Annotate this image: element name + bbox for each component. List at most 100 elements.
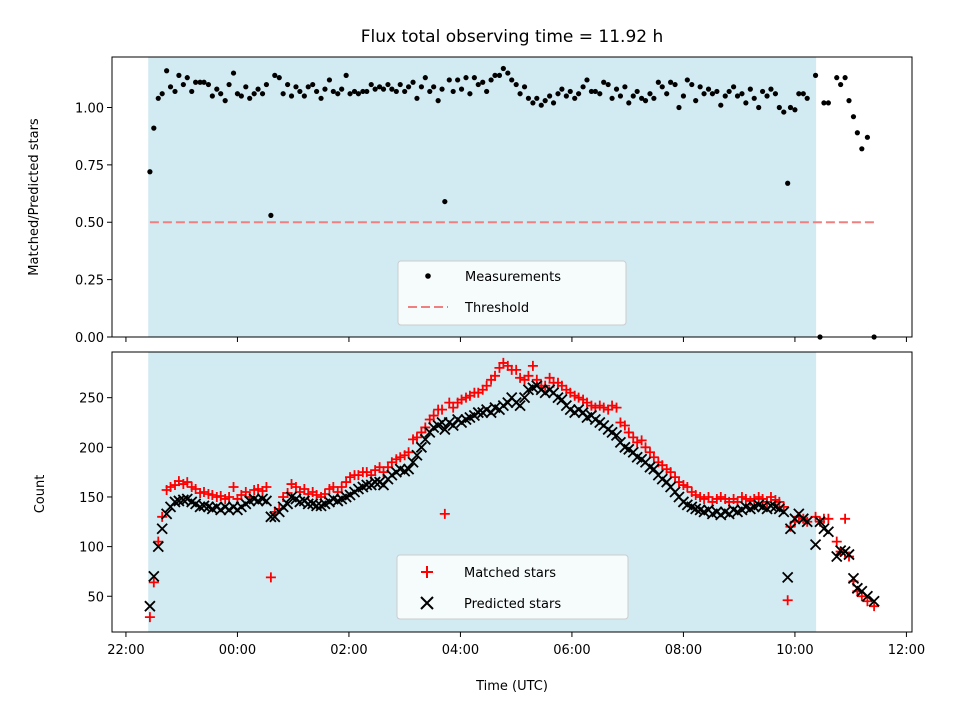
chart-title: Flux total observing time = 11.92 h bbox=[361, 27, 664, 47]
measurement-point bbox=[184, 75, 190, 81]
x-axis-label: Time (UTC) bbox=[475, 679, 548, 694]
measurement-point bbox=[297, 88, 303, 95]
count-axes-frame bbox=[111, 351, 913, 633]
count-y-axis-label: Count bbox=[33, 475, 48, 514]
matched-star-point bbox=[840, 513, 851, 524]
measurement-point bbox=[684, 77, 690, 83]
legend-measurements-marker bbox=[425, 273, 431, 279]
measurement-point bbox=[397, 81, 403, 88]
measurement-point bbox=[467, 91, 473, 97]
matched-star-point bbox=[489, 370, 500, 381]
legend-matched-label: Matched stars bbox=[464, 566, 556, 581]
matched-star-point bbox=[862, 596, 873, 607]
predicted-star-point bbox=[472, 406, 484, 419]
predicted-star-point bbox=[814, 516, 826, 528]
measurement-point bbox=[243, 84, 249, 90]
measurement-point bbox=[364, 88, 370, 95]
predicted-star-point bbox=[169, 496, 181, 508]
measurement-point bbox=[151, 125, 157, 131]
matched-star-point bbox=[682, 482, 693, 493]
count-x-tick-label: 04:00 bbox=[442, 643, 479, 658]
measurement-point bbox=[376, 84, 383, 90]
measurement-point bbox=[272, 72, 278, 78]
predicted-star-point bbox=[260, 495, 273, 507]
measurement-point bbox=[385, 81, 391, 88]
measurement-point bbox=[389, 86, 395, 92]
measurement-point bbox=[812, 72, 819, 78]
measurement-point bbox=[422, 75, 428, 81]
count-x-tick-label: 02:00 bbox=[330, 643, 367, 658]
measurement-point bbox=[410, 79, 416, 85]
measurement-point bbox=[825, 100, 831, 106]
measurement-point bbox=[613, 86, 620, 92]
measurement-point bbox=[550, 100, 557, 106]
matched-star-point bbox=[611, 402, 622, 413]
matched-star-point bbox=[527, 360, 538, 371]
measurement-point bbox=[280, 91, 286, 97]
count-y-tick-label: 200 bbox=[79, 441, 104, 456]
measurement-point bbox=[655, 79, 661, 85]
ratio-y-tick-label: 0.50 bbox=[75, 216, 104, 231]
matched-star-point bbox=[157, 511, 168, 522]
matched-star-point bbox=[328, 482, 339, 493]
matched-star-point bbox=[198, 487, 209, 497]
predicted-star-point bbox=[194, 501, 206, 513]
measurement-point bbox=[222, 98, 228, 104]
measurement-point bbox=[605, 81, 611, 88]
predicted-star-point bbox=[402, 463, 415, 475]
predicted-star-point bbox=[377, 479, 390, 491]
measurement-point bbox=[313, 88, 320, 95]
legend-matched-marker bbox=[421, 566, 433, 578]
matched-star-point bbox=[623, 427, 634, 438]
measurement-point bbox=[347, 91, 353, 97]
measurement-point bbox=[804, 95, 810, 101]
measurement-point bbox=[351, 88, 358, 95]
matched-star-point bbox=[573, 392, 584, 403]
count-legend-box bbox=[396, 554, 629, 620]
measurement-point bbox=[435, 98, 441, 104]
predicted-star-point bbox=[809, 538, 822, 551]
measurement-point bbox=[455, 77, 461, 83]
ratio-legend-box bbox=[397, 260, 627, 326]
predicted-star-point bbox=[177, 494, 189, 506]
count-x-ticks: 22:00 00:00 02:00 04:00 06:00 08:00 10:00 12:00 bbox=[107, 632, 925, 658]
matched-star-point bbox=[869, 601, 880, 612]
count-x-tick-label: 08:00 bbox=[665, 643, 702, 658]
matched-star-point bbox=[439, 508, 450, 519]
measurement-point bbox=[517, 91, 523, 97]
measurement-point bbox=[705, 86, 712, 92]
measurement-point bbox=[234, 91, 241, 97]
measurement-point bbox=[850, 114, 857, 120]
measurement-point bbox=[402, 88, 408, 95]
matched-star-point bbox=[395, 452, 406, 463]
predicted-star-point bbox=[310, 500, 323, 512]
measurement-point bbox=[318, 95, 324, 101]
measurement-point bbox=[326, 77, 333, 83]
measurement-point bbox=[731, 84, 737, 90]
measurement-point bbox=[322, 86, 328, 92]
measurement-point bbox=[722, 93, 728, 99]
matched-star-point bbox=[148, 577, 159, 588]
measurement-point bbox=[842, 75, 848, 81]
measurement-point bbox=[709, 91, 716, 97]
measurement-point bbox=[180, 81, 186, 88]
measurement-point bbox=[172, 88, 178, 95]
measurement-point bbox=[693, 98, 699, 104]
measurement-point bbox=[480, 79, 486, 85]
measurement-point bbox=[563, 93, 569, 99]
predicted-star-point bbox=[152, 540, 164, 553]
measurement-point bbox=[230, 70, 237, 76]
ratio-y-ticks: 0.00 0.25 0.50 0.75 1.00 bbox=[75, 101, 112, 346]
matched-star-point bbox=[456, 394, 467, 405]
measurement-point bbox=[335, 91, 341, 97]
predicted-star-point bbox=[822, 526, 835, 538]
measurement-point bbox=[676, 104, 682, 111]
legend-predicted-label: Predicted stars bbox=[464, 597, 561, 612]
measurement-point bbox=[380, 86, 387, 92]
measurement-point bbox=[285, 81, 291, 88]
measurement-point bbox=[288, 93, 295, 99]
measurement-point bbox=[509, 77, 515, 83]
measurement-point bbox=[427, 88, 433, 95]
measurement-point bbox=[846, 98, 852, 104]
